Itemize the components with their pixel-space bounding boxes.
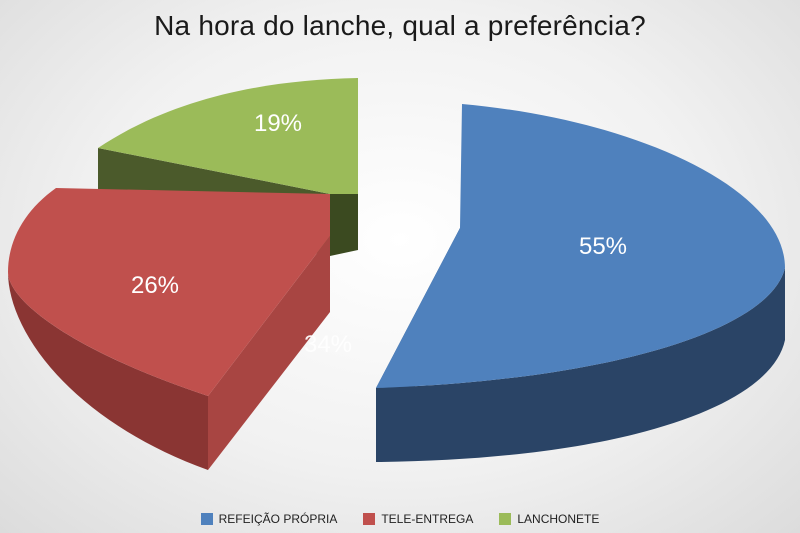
slice-tele-entrega [8,188,330,396]
legend-swatch-tele-entrega [363,513,376,525]
legend-label-tele-entrega: TELE-ENTREGA [381,512,474,526]
legend: REFEIÇÃO PRÓPRIA TELE-ENTREGA LANCHONETE [0,512,800,526]
side-refeicao-rim [376,268,785,462]
slice-refeicao-propria [376,104,785,388]
legend-item-refeicao-propria: REFEIÇÃO PRÓPRIA [200,512,338,526]
slice-lanchonete [98,78,358,194]
legend-swatch-lanchonete [499,513,512,525]
data-label-lanchonete: 19% [254,110,302,137]
legend-label-refeicao-propria: REFEIÇÃO PRÓPRIA [218,512,338,526]
legend-label-lanchonete: LANCHONETE [517,512,600,526]
chart-title: Na hora do lanche, qual a preferência? [154,10,646,41]
data-label-tele-entrega: 26% [131,272,179,299]
legend-swatch-refeicao-propria [200,513,213,525]
side-tele-entrega-radial [208,236,330,470]
pie-chart: 55% 26% 19% 34% [8,78,785,470]
data-label-refeicao-propria: 55% [579,233,627,260]
legend-item-tele-entrega: TELE-ENTREGA [363,512,473,526]
legend-item-lanchonete: LANCHONETE [499,512,599,526]
side-tele-entrega-rim [8,272,208,470]
data-label-hidden: 34% [304,331,352,358]
